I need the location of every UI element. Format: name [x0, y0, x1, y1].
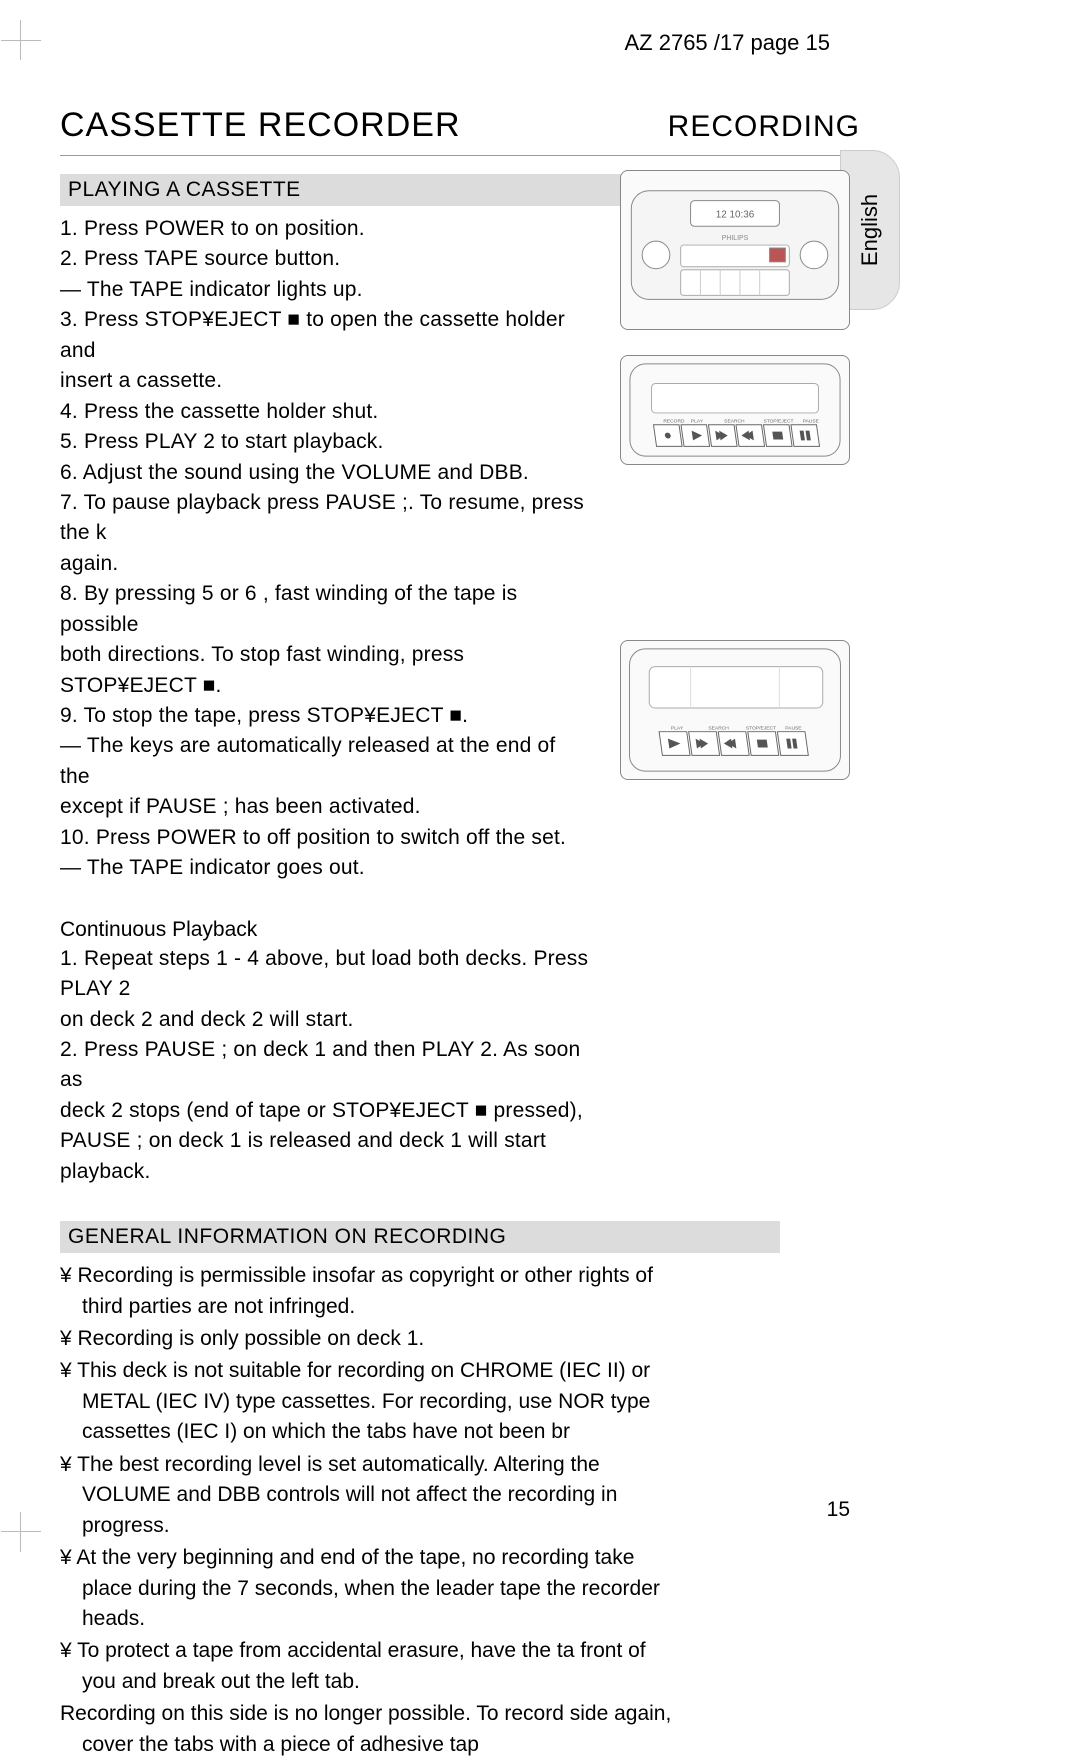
svg-text:PLAY: PLAY	[671, 726, 684, 732]
title-row: CASSETTE RECORDER RECORDING	[60, 106, 860, 156]
section-heading-recording: GENERAL INFORMATION ON RECORDING	[60, 1221, 780, 1253]
line: 10. Press POWER to off position to switc…	[60, 823, 590, 853]
svg-text:PHILIPS: PHILIPS	[722, 235, 749, 242]
svg-text:STOP/EJECT: STOP/EJECT	[746, 726, 776, 732]
model-page-text: AZ 2765 /17 page 15	[625, 30, 831, 55]
bullet: ¥ This deck is not suitable for recordin…	[60, 1356, 680, 1447]
line: playback.	[60, 1157, 590, 1187]
bullet: ¥ To protect a tape from accidental eras…	[60, 1636, 680, 1697]
title-left: CASSETTE RECORDER	[60, 106, 461, 145]
svg-text:SEARCH: SEARCH	[724, 419, 745, 425]
line: — The TAPE indicator lights up.	[60, 275, 590, 305]
line: PAUSE ; on deck 1 is released and deck 1…	[60, 1126, 590, 1156]
line: — The TAPE indicator goes out.	[60, 853, 590, 883]
page-header: AZ 2765 /17 page 15	[60, 30, 840, 56]
continuous-heading: Continuous Playback	[60, 918, 1040, 942]
recording-info: ¥ Recording is permissible insofar as co…	[60, 1261, 680, 1760]
line: deck 2 stops (end of tape or STOP¥EJECT …	[60, 1096, 590, 1126]
line: 4. Press the cassette holder shut.	[60, 397, 590, 427]
line: 9. To stop the tape, press STOP¥EJECT ■.	[60, 701, 590, 731]
svg-text:PAUSE: PAUSE	[803, 419, 820, 425]
bullet: ¥ The best recording level is set automa…	[60, 1450, 680, 1541]
line: 3. Press STOP¥EJECT ■ to open the casset…	[60, 305, 590, 366]
line: 8. By pressing 5 or 6 , fast winding of …	[60, 579, 590, 640]
line: insert a cassette.	[60, 366, 590, 396]
line: 2. Press PAUSE ; on deck 1 and then PLAY…	[60, 1035, 590, 1096]
bullet: ¥ Recording is permissible insofar as co…	[60, 1261, 680, 1322]
illustration-deck2: PLAY SEARCH STOP/EJECT PAUSE	[620, 640, 850, 780]
svg-text:PAUSE: PAUSE	[785, 726, 802, 732]
line: 7. To pause playback press PAUSE ;. To r…	[60, 488, 590, 549]
line: 1. Repeat steps 1 - 4 above, but load bo…	[60, 944, 590, 1005]
page-number: 15	[827, 1498, 850, 1522]
svg-text:PLAY: PLAY	[691, 419, 704, 425]
line: on deck 2 and deck 2 will start.	[60, 1005, 590, 1035]
line: — The keys are automatically released at…	[60, 731, 590, 792]
svg-text:STOP/EJECT: STOP/EJECT	[763, 419, 793, 425]
line: both directions. To stop fast winding, p…	[60, 640, 590, 701]
crop-mark	[20, 20, 60, 60]
line: 2. Press TAPE source button.	[60, 244, 590, 274]
line: 1. Press POWER to on position.	[60, 214, 590, 244]
svg-text:12 10:36: 12 10:36	[716, 209, 755, 220]
line: except if PAUSE ; has been activated.	[60, 792, 590, 822]
bullet: ¥ Recording is only possible on deck 1.	[60, 1324, 680, 1354]
bullet: ¥ At the very beginning and end of the t…	[60, 1543, 680, 1634]
playing-instructions: 1. Press POWER to on position. 2. Press …	[60, 214, 590, 884]
language-label: English	[857, 194, 883, 266]
svg-text:RECORD: RECORD	[663, 419, 685, 425]
line: again.	[60, 549, 590, 579]
crop-mark	[20, 1512, 60, 1552]
illustration-deck1: RECORD PLAY SEARCH STOP/EJECT PAUSE	[620, 355, 850, 465]
line: 6. Adjust the sound using the VOLUME and…	[60, 458, 590, 488]
illustration-boombox: 12 10:36 PHILIPS	[620, 170, 850, 330]
title-right: RECORDING	[668, 110, 860, 144]
bullet-tail: Recording on this side is no longer poss…	[60, 1699, 680, 1760]
line: 5. Press PLAY 2 to start playback.	[60, 427, 590, 457]
continuous-instructions: 1. Repeat steps 1 - 4 above, but load bo…	[60, 944, 590, 1188]
svg-text:SEARCH: SEARCH	[708, 726, 729, 732]
